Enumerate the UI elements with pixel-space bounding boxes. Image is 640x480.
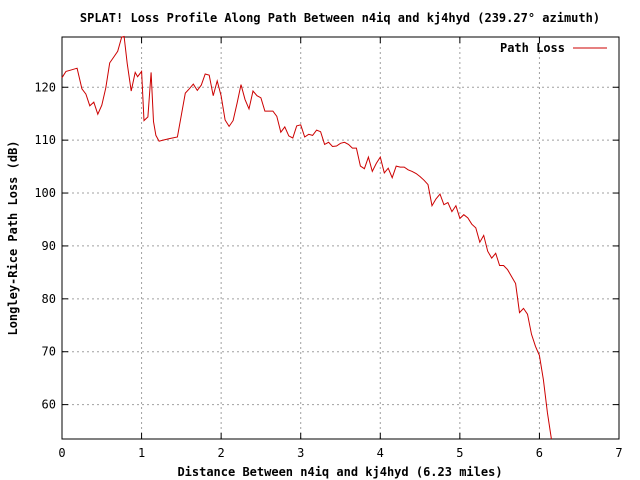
y-tick-label: 110 (34, 133, 56, 147)
x-tick-label: 4 (377, 446, 384, 460)
legend: Path Loss (500, 41, 607, 55)
y-tick-label: 70 (42, 345, 56, 359)
y-axis-label: Longley-Rice Path Loss (dB) (6, 140, 20, 335)
axis-ticks: 0 1 2 3 4 5 6 7 60 70 80 90 100 110 120 (34, 37, 623, 460)
x-tick-label: 6 (536, 446, 543, 460)
y-tick-label: 80 (42, 292, 56, 306)
grid (62, 37, 619, 439)
y-tick-label: 60 (42, 398, 56, 412)
x-tick-label: 0 (58, 446, 65, 460)
x-tick-label: 7 (615, 446, 622, 460)
y-tick-label: 90 (42, 239, 56, 253)
x-tick-label: 5 (456, 446, 463, 460)
legend-label-path-loss: Path Loss (500, 41, 565, 55)
y-tick-label: 100 (34, 186, 56, 200)
x-tick-label: 3 (297, 446, 304, 460)
series-line-path-loss (61, 35, 552, 440)
plot-frame (61, 36, 620, 440)
y-tick-label: 120 (34, 80, 56, 94)
x-tick-label: 2 (218, 446, 225, 460)
chart-title: SPLAT! Loss Profile Along Path Between n… (80, 11, 600, 25)
x-axis-label: Distance Between n4iq and kj4hyd (6.23 m… (177, 465, 502, 479)
x-tick-label: 1 (138, 446, 145, 460)
